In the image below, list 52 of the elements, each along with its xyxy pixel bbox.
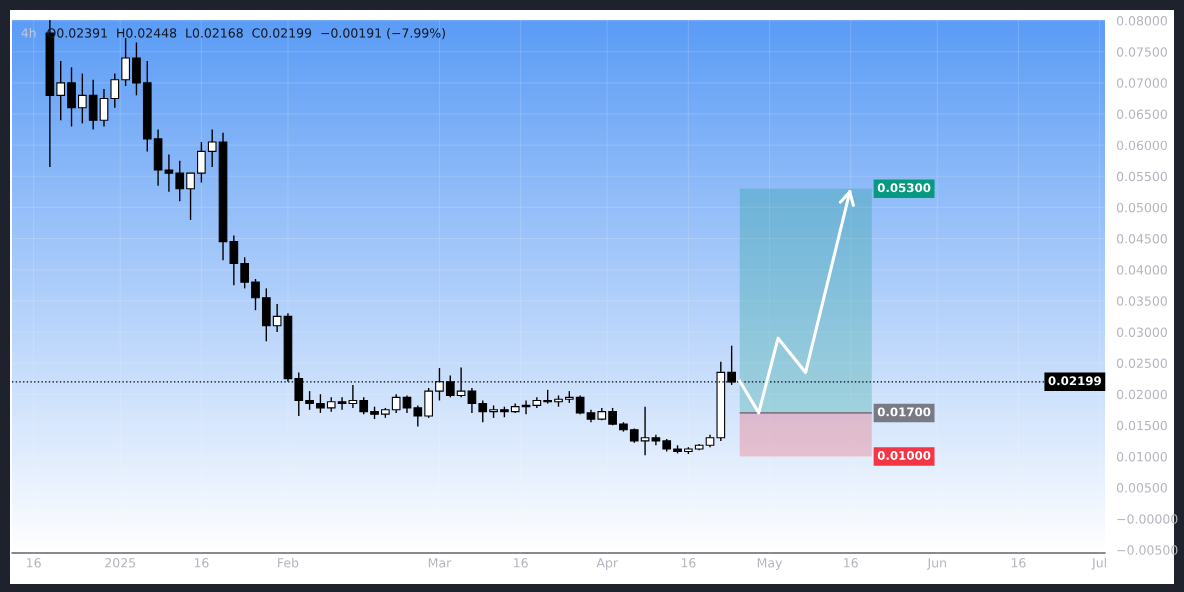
x-tick-label: Jul bbox=[1091, 557, 1106, 570]
y-tick-label: 0.00500 bbox=[1116, 483, 1167, 493]
x-tick-label: 2025 bbox=[105, 558, 136, 568]
band-label: 0.01000 bbox=[877, 450, 931, 460]
x-tick-label: May bbox=[757, 558, 783, 570]
y-tick-label: 0.08000 bbox=[1116, 16, 1167, 26]
text: 4h bbox=[21, 27, 36, 38]
y-tick-label: 0.02000 bbox=[1116, 389, 1167, 400]
candlestick bbox=[207, 128, 217, 168]
candlestick bbox=[110, 72, 120, 109]
candlestick bbox=[121, 37, 130, 87]
candlestick bbox=[305, 390, 314, 411]
y-tick-label: 0.04000 bbox=[1116, 265, 1167, 275]
candlestick bbox=[175, 160, 185, 202]
ref-line-label: 0.02199 bbox=[1048, 376, 1101, 386]
y-tick-label: 0.02500 bbox=[1116, 358, 1167, 369]
candlestick bbox=[251, 278, 260, 311]
y-tick-label: 0.01000 bbox=[1116, 451, 1167, 462]
x-tick-label: 16 bbox=[27, 558, 41, 568]
candlestick bbox=[77, 72, 87, 125]
y-tick-label: 0.04500 bbox=[1116, 234, 1167, 244]
y-tick-label: 0.03500 bbox=[1116, 296, 1167, 306]
ref-line-label: 0.01700 bbox=[877, 407, 931, 417]
x-tick-label: Apr bbox=[596, 558, 619, 570]
candlestick bbox=[272, 303, 282, 333]
x-tick-label: 16 bbox=[681, 558, 696, 568]
candlestick bbox=[186, 172, 195, 221]
y-tick-label: 0.01500 bbox=[1116, 420, 1167, 431]
x-tick-label: Jun bbox=[926, 558, 946, 570]
candlestick bbox=[229, 234, 239, 286]
candlestick bbox=[197, 141, 206, 184]
candlestick bbox=[391, 393, 401, 414]
y-tick-label: 0.06000 bbox=[1116, 140, 1167, 151]
y-tick-label: 0.07000 bbox=[1116, 78, 1167, 88]
x-tick-label: 16 bbox=[514, 558, 528, 568]
y-tick-label: 0.05000 bbox=[1116, 202, 1167, 213]
x-tick-label: Feb bbox=[278, 557, 299, 568]
x-tick-label: 16 bbox=[844, 558, 858, 568]
y-tick-label: 0.03000 bbox=[1116, 327, 1167, 337]
candlestick bbox=[56, 60, 66, 121]
candlestick bbox=[413, 404, 423, 428]
candlestick bbox=[240, 256, 250, 290]
y-tick-label: 0.07500 bbox=[1116, 47, 1167, 57]
x-tick-label: Mar bbox=[428, 558, 452, 568]
x-tick-label: 16 bbox=[1011, 558, 1026, 568]
candlestick bbox=[99, 88, 109, 128]
x-tick-label: 16 bbox=[194, 558, 209, 568]
candlestick bbox=[478, 399, 488, 423]
candlestick bbox=[316, 393, 325, 414]
y-tick-label: 0.06500 bbox=[1116, 109, 1167, 119]
y-tick-label: 0.05500 bbox=[1116, 171, 1167, 182]
band-label: 0.05300 bbox=[877, 183, 931, 193]
